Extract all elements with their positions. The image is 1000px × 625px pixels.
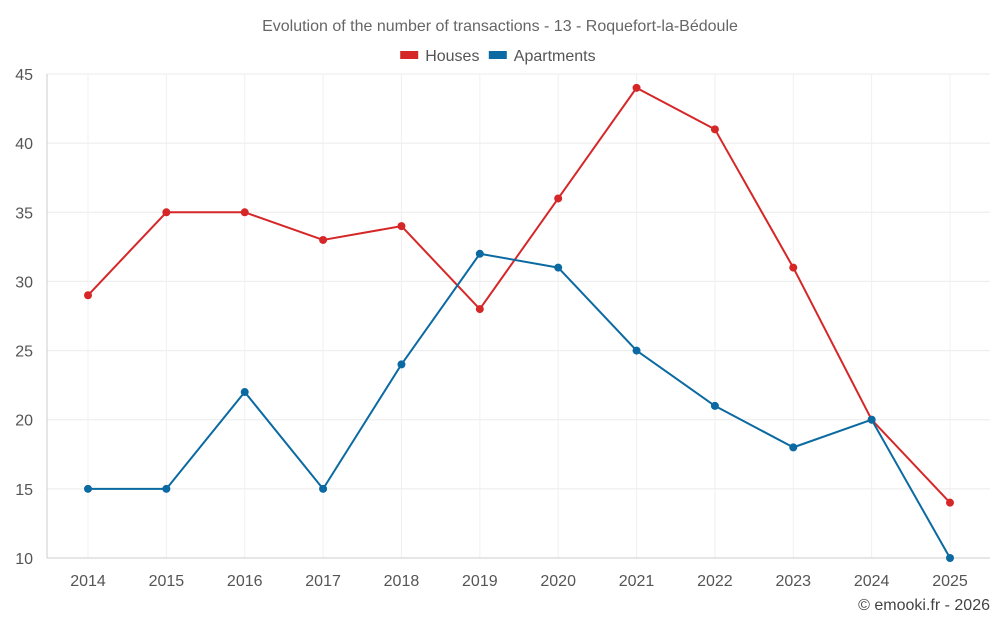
legend-label-apartments[interactable]: Apartments [514, 48, 596, 65]
y-axis-ticks: 10 15 20 25 30 35 40 45 [15, 67, 33, 568]
data-point-apartments-2014 [84, 484, 92, 493]
legend: Houses Apartments [400, 48, 596, 65]
data-point-houses-2018 [397, 222, 406, 231]
data-point-houses-2017 [319, 235, 328, 244]
x-tick-label-2019: 2019 [462, 573, 498, 590]
series-group [84, 83, 954, 562]
data-point-apartments-2025 [946, 554, 954, 562]
data-point-apartments-2024 [867, 415, 876, 424]
x-tick-label-2014: 2014 [70, 573, 106, 590]
legend-swatch-houses[interactable] [400, 51, 419, 59]
x-tick-label-2021: 2021 [619, 573, 655, 590]
x-tick-label-2016: 2016 [227, 573, 263, 590]
data-point-houses-2025 [946, 498, 954, 507]
data-point-apartments-2023 [789, 443, 798, 452]
data-point-houses-2014 [84, 291, 92, 300]
x-tick-label-2025: 2025 [932, 573, 968, 590]
y-tick-label-40: 40 [15, 136, 33, 153]
data-point-apartments-2019 [475, 249, 484, 258]
y-tick-label-35: 35 [15, 205, 33, 222]
x-tick-label-2022: 2022 [697, 573, 733, 590]
data-point-houses-2023 [789, 263, 798, 272]
data-point-apartments-2016 [240, 388, 249, 397]
data-point-apartments-2022 [710, 401, 719, 410]
x-tick-label-2015: 2015 [149, 573, 185, 590]
data-point-apartments-2018 [397, 360, 406, 369]
data-point-apartments-2020 [554, 263, 563, 272]
data-point-houses-2020 [554, 194, 563, 203]
data-point-houses-2021 [632, 83, 641, 92]
data-point-apartments-2017 [319, 484, 328, 493]
data-point-apartments-2021 [632, 346, 641, 355]
x-tick-label-2023: 2023 [775, 573, 811, 590]
series-line-apartments [88, 252, 951, 559]
y-tick-label-20: 20 [15, 413, 33, 430]
x-tick-label-2018: 2018 [384, 573, 420, 590]
y-tick-label-15: 15 [15, 482, 33, 499]
grid [47, 73, 990, 559]
chart-title: Evolution of the number of transactions … [262, 18, 738, 35]
x-tick-label-2024: 2024 [854, 573, 890, 590]
data-point-apartments-2015 [162, 484, 171, 493]
y-tick-label-45: 45 [15, 67, 33, 84]
legend-label-houses[interactable]: Houses [425, 48, 479, 65]
legend-swatch-apartments[interactable] [488, 51, 507, 59]
y-tick-label-25: 25 [15, 344, 33, 361]
axes [46, 74, 990, 559]
y-tick-label-30: 30 [15, 274, 33, 291]
y-tick-label-10: 10 [15, 551, 33, 568]
data-point-houses-2016 [240, 208, 249, 217]
x-tick-label-2017: 2017 [305, 573, 341, 590]
credit-text: © emooki.fr - 2026 [858, 597, 990, 614]
data-point-houses-2022 [710, 125, 719, 134]
x-tick-label-2020: 2020 [540, 573, 576, 590]
x-axis-ticks: 2014 2015 2016 2017 2018 2019 2020 2021 2022 2023… [70, 573, 968, 590]
data-point-houses-2019 [475, 305, 484, 314]
data-point-houses-2015 [162, 208, 171, 217]
series-line-houses [87, 86, 951, 504]
